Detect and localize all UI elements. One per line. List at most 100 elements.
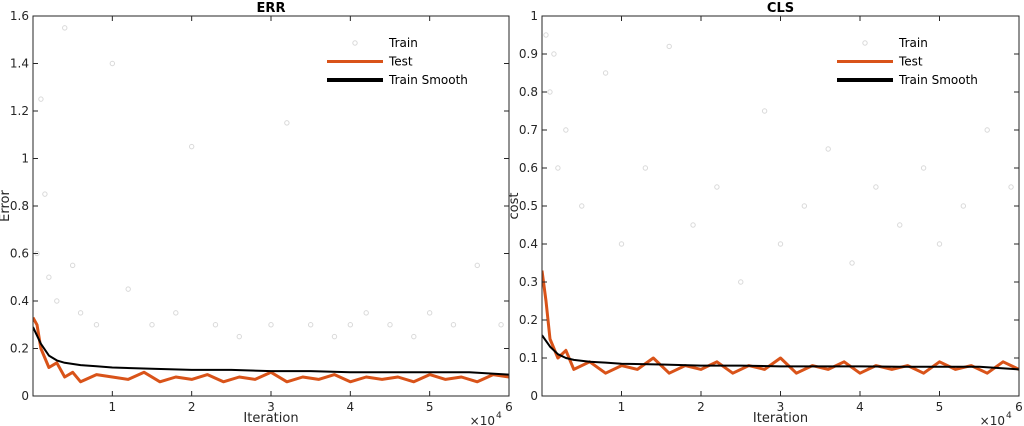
point-train	[849, 260, 855, 266]
point-train	[873, 184, 879, 190]
y-tick-label: 0.5	[519, 199, 538, 213]
y-tick-label: 0.4	[10, 294, 29, 308]
x-tick-label: 3	[777, 400, 785, 414]
point-train	[547, 89, 553, 95]
point-train	[69, 262, 76, 269]
point-train	[46, 274, 52, 280]
plot-area	[33, 16, 509, 396]
plot-area	[542, 16, 1019, 396]
y-tick-label: 1	[21, 152, 29, 166]
x-tick-label: 6	[505, 400, 513, 414]
point-train	[714, 184, 720, 190]
x-tick-label: 5	[936, 400, 944, 414]
legend-label-train: Train	[388, 36, 418, 50]
point-train	[555, 165, 561, 171]
x-tick-label: 6	[1015, 400, 1023, 414]
x-tick-label: 2	[697, 400, 705, 414]
chart-panel-cls: 0 0.1 0.2 0.3 0.4 0.5 0.6 0.7 0.8 0.9 1 1 2 3 4 5 6 CLS It…	[507, 1, 1023, 426]
point-train	[347, 322, 354, 328]
point-train	[188, 143, 195, 150]
y-tick-label: 1	[530, 9, 538, 23]
point-train	[109, 60, 116, 67]
x-tick-label: 4	[347, 400, 355, 414]
y-tick-label: 0.8	[10, 199, 29, 213]
point-train	[38, 96, 44, 102]
point-train	[984, 127, 990, 133]
point-train	[42, 191, 48, 197]
point-train	[551, 51, 557, 57]
point-train	[666, 43, 672, 50]
point-train	[93, 322, 100, 328]
x-axis-multiplier: ×10	[980, 414, 1005, 426]
x-axis-label: Iteration	[753, 411, 808, 426]
legend-label-train: Train	[898, 36, 928, 50]
legend-marker-train	[862, 40, 868, 46]
point-train	[125, 286, 131, 292]
x-tick-label: 5	[426, 400, 434, 414]
point-train	[563, 127, 569, 133]
point-train	[690, 222, 696, 228]
point-train	[761, 108, 768, 114]
point-train	[543, 32, 549, 38]
point-train	[236, 333, 242, 340]
x-tick-label: 2	[188, 400, 196, 414]
chart-title: CLS	[767, 1, 794, 16]
y-tick-label: 1.6	[10, 9, 29, 23]
point-train	[77, 310, 84, 316]
point-train	[54, 298, 60, 304]
point-train	[777, 241, 784, 247]
point-train	[618, 241, 625, 247]
point-train	[936, 241, 943, 247]
point-train	[284, 120, 290, 126]
point-train	[212, 322, 219, 328]
point-train	[173, 310, 179, 316]
point-train	[920, 165, 927, 171]
point-train	[602, 70, 609, 76]
legend-marker-train	[352, 40, 358, 46]
point-train	[363, 310, 369, 316]
point-train	[268, 322, 274, 328]
point-train	[307, 322, 314, 328]
legend: Train Test Train Smooth	[837, 36, 978, 87]
point-train	[498, 322, 504, 328]
y-tick-label: 0.3	[519, 275, 538, 289]
plot-content	[542, 32, 1019, 375]
x-axis-label: Iteration	[243, 411, 298, 426]
point-train	[426, 310, 433, 316]
x-tick-label: 1	[618, 400, 626, 414]
legend-label-test: Test	[898, 55, 923, 69]
chart-title: ERR	[257, 1, 286, 16]
y-tick-label: 0.7	[519, 123, 538, 137]
y-tick-label: 0	[530, 389, 538, 403]
point-train	[579, 203, 585, 209]
point-train	[450, 322, 457, 328]
x-tick-label: 3	[267, 400, 275, 414]
y-axis-label: cost	[507, 193, 522, 220]
point-train	[411, 333, 417, 340]
y-tick-label: 0.2	[519, 313, 538, 327]
y-tick-label: 1.2	[10, 104, 29, 118]
x-tick-label: 1	[109, 400, 117, 414]
y-tick-label: 0.6	[519, 161, 538, 175]
plot-content	[33, 25, 509, 384]
y-tick-label: 0	[21, 389, 29, 403]
point-train	[387, 322, 393, 328]
y-tick-label: 0.1	[519, 351, 538, 365]
legend-label-train-smooth: Train Smooth	[388, 73, 468, 87]
x-axis-exponent: 4	[496, 411, 502, 421]
point-train	[642, 165, 649, 171]
series-line-train-smooth	[542, 334, 1019, 371]
point-train	[331, 333, 338, 340]
legend-label-train-smooth: Train Smooth	[898, 73, 978, 87]
legend-label-test: Test	[388, 55, 413, 69]
y-tick-label: 0.9	[519, 47, 538, 61]
y-tick-label: 0.8	[519, 85, 538, 99]
chart-panel-err: 0 0.2 0.4 0.6 0.8 1 1.2 1.4 1.6 1 2 3 4 5 6 ERR Iteratio…	[0, 1, 513, 426]
point-train	[62, 25, 68, 31]
y-tick-label: 0.4	[519, 237, 538, 251]
point-train	[825, 146, 831, 152]
point-train	[474, 262, 480, 269]
y-tick-label: 1.4	[10, 57, 29, 71]
point-train	[801, 203, 808, 209]
